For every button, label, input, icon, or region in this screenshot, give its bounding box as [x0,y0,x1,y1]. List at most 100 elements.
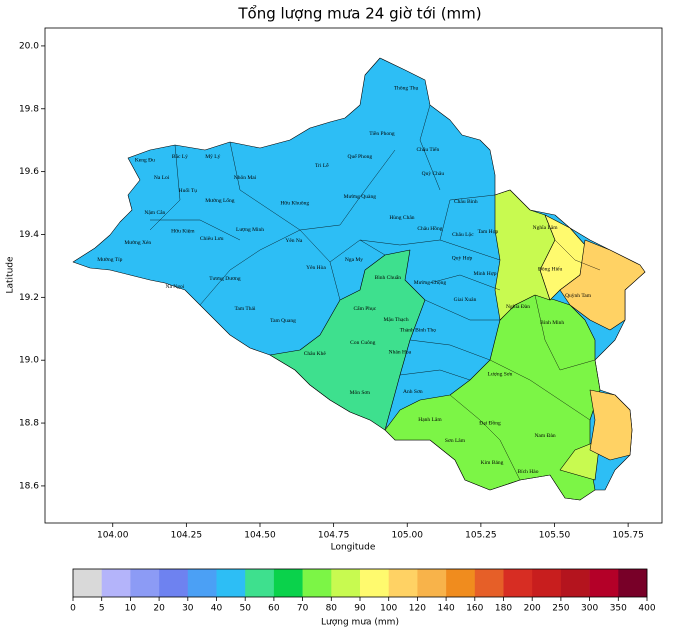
place-label: Yên Hòa [306,265,326,271]
place-label: Hữu Khuông [280,200,309,206]
colorbar-segment [589,569,619,597]
place-label: Tri Lễ [315,162,329,169]
colorbar-tick-label: 5 [99,604,105,614]
y-tick-label: 19.6 [19,167,39,177]
colorbar-tick-label: 0 [70,604,76,614]
place-label: Mường Quàng [344,194,377,200]
colorbar-segment [187,569,217,597]
title: Tổng lượng mưa 24 giờ tới (mm) [237,5,481,23]
x-tick-label: 104.00 [97,531,129,541]
colorbar-segment [73,569,102,597]
place-label: Anh Sơn [403,389,423,395]
colorbar-segment [417,569,447,597]
place-label: Tam Thái [234,306,256,312]
place-label: Na Ngoi [165,284,184,290]
place-label: Tam Quang [270,318,296,324]
place-label: Mậu Thạch [384,317,409,323]
place-label: Bình Chuẩn [375,274,402,281]
colorbar-segment [532,569,562,597]
place-label: Mường Lống [205,197,235,204]
colorbar-segment [446,569,476,597]
colorbar-tick-label: 30 [182,604,194,614]
place-label: Quỳ Châu [422,171,445,177]
colorbar-segment [503,569,533,597]
x-axis-label: Longitude [331,543,376,553]
x-tick-label: 105.00 [391,531,423,541]
place-label: Lượng Minh [236,227,264,233]
y-tick-label: 19.8 [19,104,39,114]
colorbar-segment [388,569,418,597]
place-label: Tam Hợp [478,229,499,235]
colorbar-label: Lượng mưa (mm) [321,618,399,628]
y-tick-label: 20.0 [19,41,39,51]
place-label: Keng Đu [135,157,155,163]
place-label: Sơn Lâm [445,438,466,444]
x-tick-label: 104.50 [244,531,276,541]
place-label: Mường Típ [97,257,122,263]
place-label: Thành Bình Thọ [400,327,437,333]
place-label: Bắc Lý [172,153,188,160]
place-label: Châu Lộc [452,232,474,238]
colorbar-tick-label: 40 [211,604,223,614]
place-label: Hùng Chân [389,215,414,221]
place-label: Châu Bình [454,199,478,205]
place-label: Kim Bảng [481,460,504,466]
place-label: Na Loi [154,175,170,181]
colorbar-segment [130,569,160,597]
colorbar-tick-label: 100 [380,604,397,614]
place-label: Huổi Tụ [179,187,198,194]
x-tick-label: 104.75 [318,531,350,541]
colorbar-tick-label: 50 [239,604,251,614]
place-label: Lượng Sơn [488,371,513,377]
colorbar-tick-label: 80 [326,604,338,614]
place-label: Tiền Phong [369,130,395,137]
x-tick-label: 105.75 [612,531,644,541]
colorbar-segment [331,569,361,597]
colorbar-tick-label: 10 [125,604,137,614]
colorbar-tick-label: 70 [297,604,309,614]
place-label: Bình Minh [540,320,564,326]
place-label: Minh Hợp [474,271,497,277]
colorbar-tick-label: 160 [466,604,483,614]
colorbar-tick-label: 350 [610,604,627,614]
colorbar-tick-label: 120 [409,604,426,614]
place-label: Tương Dương [209,276,241,282]
place-label: Nhôn Mai [234,175,257,181]
y-tick-label: 19.0 [19,356,39,366]
y-tick-label: 18.8 [19,419,39,429]
colorbar-segment [101,569,131,597]
place-label: Nhân Hòa [389,349,412,355]
place-labels: Thông Thụ Tiền Phong Châu Tiến Quế Phong Tri… [97,85,592,475]
plot-frame [44,27,663,524]
place-label: Yên Na [285,238,303,244]
place-label: Mường Xén [124,240,151,246]
colorbar-tick-label: 140 [438,604,455,614]
colorbar-tick-label: 180 [495,604,512,614]
colorbar-segment [245,569,275,597]
x-tick-label: 105.25 [465,531,497,541]
place-label: Quỳ Hợp [452,255,473,261]
place-label: Giai Xuân [454,297,477,303]
zone-70-80 [384,294,601,501]
place-label: Quỳnh Tam [565,293,592,299]
place-label: Mường Chọng [414,280,447,286]
colorbar-tick-label: 20 [153,604,165,614]
y-tick-label: 19.4 [19,230,39,240]
place-label: Nghĩa Lâm [533,225,559,231]
x-tick-label: 105.50 [539,531,571,541]
colorbar-tick-label: 90 [354,604,366,614]
y-tick-label: 18.6 [19,481,39,491]
place-label: Châu Khê [304,351,327,357]
x-tick-label: 104.25 [171,531,203,541]
place-label: Châu Hồng [417,225,442,232]
place-label: Nga My [345,257,363,263]
colorbar-segment [302,569,332,597]
colorbar-tick-label: 200 [524,604,541,614]
place-label: Hạnh Lâm [418,417,442,423]
colorbar-segment [618,569,648,597]
place-label: Nghĩa Đàn [506,304,530,310]
colorbar-tick-label: 60 [268,604,280,614]
place-label: Nậm Cắn [144,209,165,216]
map-zones [72,57,646,501]
